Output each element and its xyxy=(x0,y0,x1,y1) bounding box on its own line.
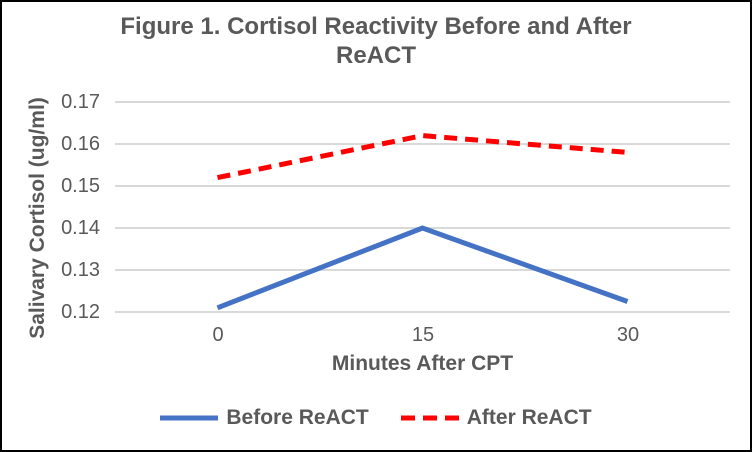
y-tick-label: 0.15 xyxy=(61,175,100,197)
legend-line-sample-before-react xyxy=(160,415,219,421)
legend-line-sample-after-react xyxy=(400,415,459,421)
y-tick-label: 0.14 xyxy=(61,217,100,239)
y-tick-label: 0.17 xyxy=(61,91,100,113)
y-tick-label: 0.12 xyxy=(61,301,100,323)
x-tick-label: 15 xyxy=(411,324,435,346)
y-tick-label: 0.13 xyxy=(61,259,100,281)
legend-label-before-react: Before ReACT xyxy=(226,406,369,429)
chart-title: Figure 1. Cortisol Reactivity Before and… xyxy=(2,12,750,70)
legend-item-after-react: After ReACT xyxy=(400,406,592,430)
chart-title-line-1: Figure 1. Cortisol Reactivity Before and… xyxy=(120,13,632,40)
x-axis-title: Minutes After CPT xyxy=(331,352,514,375)
x-tick-label: 0 xyxy=(212,324,224,346)
plot-area xyxy=(115,101,730,313)
legend-item-before-react: Before ReACT xyxy=(160,406,369,430)
series-line-after-react xyxy=(216,133,628,181)
legend: Before ReACT After ReACT xyxy=(2,406,750,430)
series-line-before-react xyxy=(216,225,629,311)
x-tick-label: 30 xyxy=(616,324,640,346)
y-tick-label: 0.16 xyxy=(61,133,100,155)
legend-label-after-react: After ReACT xyxy=(466,406,592,429)
chart-title-line-2: ReACT xyxy=(335,42,416,69)
